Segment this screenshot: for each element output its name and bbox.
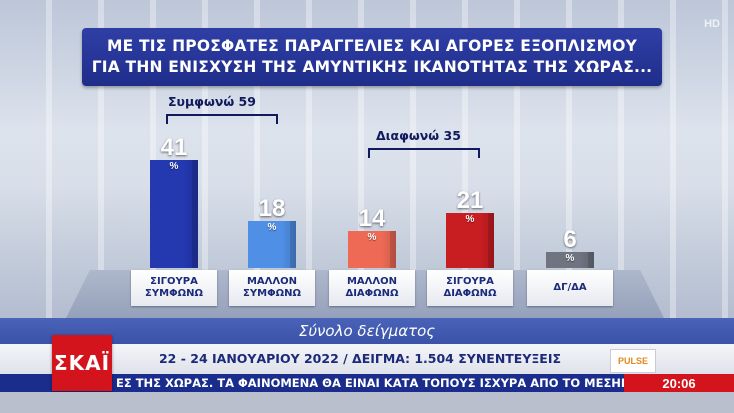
category-label-line: ΣΥΜΦΩΝΩ: [243, 288, 301, 299]
bar-1: [248, 221, 296, 268]
category-label-line: ΜΑΛΛΟΝ: [346, 276, 398, 287]
bracket-disagree: [368, 148, 480, 158]
category-label-line: ΣΙΓΟΥΡΑ: [150, 276, 198, 287]
bar-percent-2: %: [367, 232, 377, 243]
bar-percent-3: %: [465, 214, 475, 225]
category-label-1: ΜΑΛΛΟΝ ΣΥΜΦΩΝΩ: [229, 270, 315, 306]
group-label-agree: Συμφωνώ 59: [168, 94, 256, 109]
bottom-strip: [0, 392, 734, 413]
category-label-line: ΣΥΜΦΩΝΩ: [145, 288, 203, 299]
bar-0: [150, 160, 198, 268]
bar-value-3: 21: [456, 187, 484, 214]
category-label-4: ΔΓ/ΔΑ: [527, 270, 613, 306]
category-label-line: ΜΑΛΛΟΝ: [246, 276, 298, 287]
chart-title-line-2: ΓΙΑ ΤΗΝ ΕΝΙΣΧΥΣΗ ΤΗΣ ΑΜΥΝΤΙΚΗΣ ΙΚΑΝΟΤΗΤΑ…: [91, 58, 653, 76]
survey-info: 22 - 24 ΙΑΝΟΥΑΡΙΟΥ 2022 / ΔΕΙΓΜΑ: 1.504 …: [158, 351, 562, 366]
bracket-agree: [166, 114, 278, 124]
sample-label: Σύνολο δείγματος: [298, 322, 436, 340]
bar-value-1: 18: [258, 195, 286, 222]
chart-title-line-1: ΜΕ ΤΙΣ ΠΡΟΣΦΑΤΕΣ ΠΑΡΑΓΓΕΛΙΕΣ ΚΑΙ ΑΓΟΡΕΣ …: [106, 37, 637, 55]
chart-title-box: ΜΕ ΤΙΣ ΠΡΟΣΦΑΤΕΣ ΠΑΡΑΓΓΕΛΙΕΣ ΚΑΙ ΑΓΟΡΕΣ …: [82, 28, 662, 86]
category-label-line: ΣΙΓΟΥΡΑ: [446, 276, 494, 287]
category-label-line: ΔΙΑΦΩΝΩ: [345, 288, 399, 299]
skai-logo: ΣΚΑΪ: [52, 335, 112, 391]
bar-value-0: 41: [160, 134, 188, 161]
category-label-0: ΣΙΓΟΥΡΑ ΣΥΜΦΩΝΩ: [131, 270, 217, 306]
bar-3: [446, 213, 494, 268]
pulse-logo: PULSE: [610, 349, 656, 373]
bar-2: [348, 231, 396, 268]
category-label-3: ΣΙΓΟΥΡΑ ΔΙΑΦΩΝΩ: [427, 270, 513, 306]
bar-percent-0: %: [169, 161, 179, 172]
group-label-disagree: Διαφωνώ 35: [376, 128, 461, 143]
category-label-line: ΔΙΑΦΩΝΩ: [443, 288, 497, 299]
bar-value-4: 6: [563, 226, 577, 253]
bar-4: [546, 252, 594, 268]
bar-percent-1: %: [267, 222, 277, 233]
hd-badge: HD: [704, 18, 720, 30]
ticker-text: ΕΣ ΤΗΣ ΧΩΡΑΣ. ΤΑ ΦΑΙΝΟΜΕΝΑ ΘΑ ΕΙΝΑΙ ΚΑΤΑ…: [116, 376, 626, 390]
category-label-2: ΜΑΛΛΟΝ ΔΙΑΦΩΝΩ: [329, 270, 415, 306]
news-ticker: ΕΣ ΤΗΣ ΧΩΡΑΣ. ΤΑ ΦΑΙΝΟΜΕΝΑ ΘΑ ΕΙΝΑΙ ΚΑΤΑ…: [0, 374, 734, 392]
bar-value-2: 14: [358, 205, 386, 232]
sample-bar: Σύνολο δείγματος: [0, 318, 734, 344]
category-label-line: ΔΓ/ΔΑ: [553, 282, 587, 293]
bar-percent-4: %: [565, 253, 575, 264]
clock: 20:06: [624, 374, 734, 392]
